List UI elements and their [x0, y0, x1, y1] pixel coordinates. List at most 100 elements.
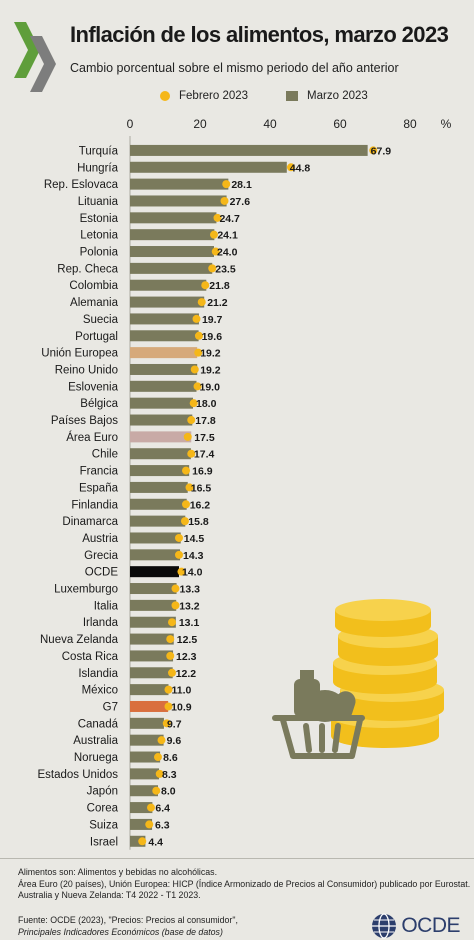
oecd-brand: OCDE: [371, 913, 460, 939]
category-label: Área Euro: [66, 431, 118, 444]
category-label: G7: [103, 701, 118, 713]
bar-row: Francia 16.9: [80, 465, 213, 478]
category-label: Suiza: [89, 819, 118, 831]
bar-row: Dinamarca 15.8: [62, 515, 209, 528]
bar-march-2023: [130, 246, 214, 258]
bar-march-2023: [130, 363, 198, 375]
legend-label-feb: Febrero 2023: [179, 90, 249, 102]
category-label: Australia: [73, 735, 118, 747]
dot-february-2023: [164, 702, 173, 711]
category-label: Rep. Eslovaca: [44, 179, 119, 191]
bar-march-2023: [130, 212, 217, 224]
dot-february-2023: [177, 567, 186, 576]
source-note: Fuente: OCDE (2023), "Precios: Precios a…: [18, 915, 238, 938]
category-label: Nueva Zelanda: [40, 634, 119, 646]
bar-chart: 0 20 40 60 80% Turquía 67.9 Hungría 44.8 Rep. Es…: [37, 117, 452, 850]
basket-icon: [272, 670, 365, 759]
dot-february-2023: [194, 348, 203, 357]
category-label: Unión Europea: [41, 348, 118, 360]
bar-row: Letonia 24.1: [80, 229, 238, 242]
value-label: 17.8: [195, 415, 216, 427]
bar-march-2023: [130, 751, 161, 763]
dot-february-2023: [175, 550, 183, 559]
bar-row: Suecia 19.7: [83, 313, 223, 326]
category-label: Suecia: [83, 314, 119, 326]
value-label: 28.1: [231, 179, 252, 191]
bar-row: Israel 4.4: [90, 835, 163, 848]
value-label: 14.0: [182, 567, 203, 579]
value-label: 14.5: [184, 533, 205, 545]
category-label: Japón: [87, 786, 118, 798]
bar-march-2023: [130, 178, 229, 190]
bar-row: Reino Unido 19.2: [55, 363, 221, 376]
value-label: 24.1: [217, 230, 238, 242]
value-label: 6.4: [155, 803, 170, 815]
food-basket-illustration: [272, 599, 444, 759]
x-tick-label: 60: [333, 117, 347, 131]
footnote-line: Alimentos son: Alimentos y bebidas no al…: [18, 867, 218, 877]
value-label: 19.0: [200, 381, 221, 393]
category-label: Portugal: [75, 331, 118, 343]
dot-february-2023: [145, 820, 154, 829]
category-label: Francia: [80, 466, 119, 478]
bar-march-2023: [130, 414, 193, 426]
category-label: OCDE: [85, 567, 119, 579]
dot-february-2023: [182, 466, 190, 475]
dot-february-2023: [187, 449, 196, 458]
category-label: Estonia: [80, 213, 119, 225]
category-label: Austria: [82, 533, 118, 545]
value-label: 13.2: [179, 600, 200, 612]
category-label: Bélgica: [80, 398, 118, 410]
category-label: Eslovenia: [68, 381, 118, 393]
value-label: 8.3: [162, 769, 177, 781]
dot-february-2023: [213, 213, 222, 222]
bar-march-2023: [130, 448, 191, 460]
bar-march-2023: [130, 700, 169, 712]
value-label: 21.2: [207, 297, 228, 309]
bar-march-2023: [130, 397, 193, 409]
bar-march-2023: [130, 229, 215, 241]
dot-february-2023: [208, 264, 217, 273]
category-label: Canadá: [78, 718, 119, 730]
value-label: 15.8: [188, 516, 209, 528]
dot-february-2023: [166, 651, 175, 660]
value-label: 13.1: [179, 617, 200, 629]
value-label: 8.0: [161, 786, 176, 798]
bar-march-2023: [130, 498, 187, 510]
bar-march-2023: [130, 481, 188, 493]
dot-february-2023: [152, 786, 161, 795]
bar-march-2023: [130, 684, 169, 696]
bar-row: España 16.5: [79, 481, 211, 494]
bar-row: Australia 9.6: [73, 734, 181, 747]
value-label: 17.5: [194, 432, 215, 444]
dot-february-2023: [180, 517, 189, 526]
legend-label-mar: Marzo 2023: [307, 90, 368, 102]
value-label: 24.7: [219, 213, 240, 225]
bar-march-2023: [130, 599, 177, 611]
category-label: Estados Unidos: [37, 769, 118, 781]
dot-february-2023: [201, 281, 210, 290]
category-label: Corea: [87, 803, 119, 815]
category-label: Italia: [94, 600, 119, 612]
bar-row: Portugal 19.6: [75, 330, 222, 343]
value-label: 19.7: [202, 314, 223, 326]
value-label: 19.2: [200, 348, 221, 360]
category-label: Turquía: [79, 145, 119, 157]
footnotes: Alimentos son: Alimentos y bebidas no al…: [18, 867, 470, 902]
bar-march-2023: [130, 566, 179, 578]
bar-row: Nueva Zelanda 12.5: [40, 633, 197, 646]
bar-row: Bélgica 18.0: [80, 397, 217, 410]
bar-march-2023: [130, 431, 192, 443]
value-label: 8.6: [163, 752, 178, 764]
bar-row: Unión Europea 19.2: [41, 347, 221, 360]
dot-february-2023: [166, 635, 175, 644]
bar-row: Finlandia 16.2: [71, 498, 210, 511]
bar-march-2023: [130, 768, 160, 780]
legend-dot-marker: [160, 91, 170, 101]
value-label: 14.3: [183, 550, 204, 562]
value-label: 19.2: [200, 364, 221, 376]
chart-title: Inflación de los alimentos, marzo 2023: [70, 22, 449, 47]
dot-february-2023: [162, 719, 171, 728]
dot-february-2023: [183, 432, 192, 441]
dot-february-2023: [222, 180, 231, 189]
